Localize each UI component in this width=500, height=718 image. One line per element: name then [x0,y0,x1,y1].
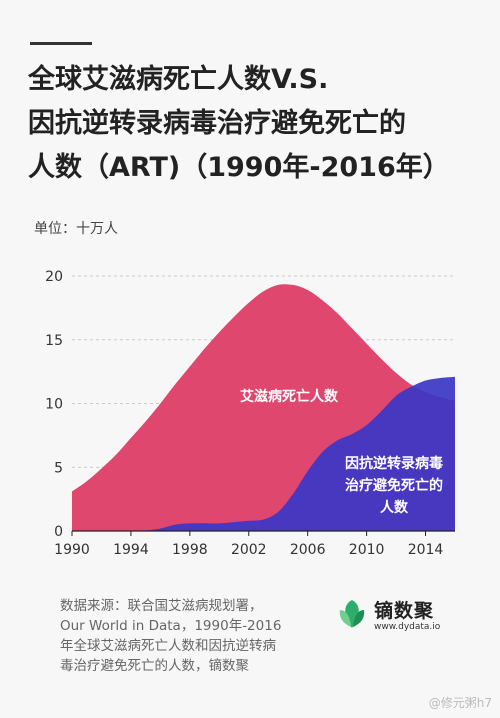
y-tick-label: 10 [45,397,63,413]
unit-label: 单位：十万人 [34,221,118,237]
source-line-3: 年全球艾滋病死亡人数和因抗逆转病 [60,638,276,654]
source-line-2: Our World in Data，1990年-2016 [60,618,282,634]
x-tick-label: 1998 [172,542,208,558]
series-label-2: 治疗避免死亡的 [345,477,443,494]
source-note: 数据来源：联合国艾滋病规划署， Our World in Data，1990年-… [60,596,320,676]
x-tick-label: 1990 [54,542,90,558]
brand-url: www.dydata.io [374,622,441,632]
title-line-3: 人数（ART)（1990年-2016年） [28,152,450,183]
x-tick-label: 1994 [113,542,149,558]
x-tick-label: 2002 [231,542,267,558]
brand-name: 镝数聚 [374,600,435,622]
y-tick-label: 20 [45,269,63,285]
area-chart: 0 5 10 15 20 1990 1994 1998 2002 2006 2010 2014 艾滋病死… [45,269,455,558]
series-label-2: 因抗逆转录病毒 [345,455,443,472]
source-line-4: 毒治疗避免死亡的人数，镝数聚 [60,658,249,674]
y-tick-label: 0 [54,524,63,540]
source-line-1: 数据来源：联合国艾滋病规划署， [60,598,263,614]
x-tick-label: 2010 [349,542,385,558]
title-line-1: 全球艾滋病死亡人数V.S. [28,64,329,95]
x-tick-label: 2014 [408,542,444,558]
series-label-1: 艾滋病死亡人数 [240,388,339,405]
y-tick-label: 5 [54,460,63,476]
page-title: 全球艾滋病死亡人数V.S. 因抗逆转录病毒治疗避免死亡的 人数（ART)（199… [28,58,478,190]
y-tick-label: 15 [45,333,63,349]
watermark: @修元粥h7 [428,696,492,710]
top-rule [30,42,92,45]
leaf-logo-icon [339,600,365,628]
series-label-2: 人数 [380,499,409,516]
area-series-2 [72,376,455,532]
brand-block: 镝数聚 www.dydata.io [336,598,486,632]
x-tick-label: 2006 [290,542,326,558]
title-line-2: 因抗逆转录病毒治疗避免死亡的 [28,108,406,139]
